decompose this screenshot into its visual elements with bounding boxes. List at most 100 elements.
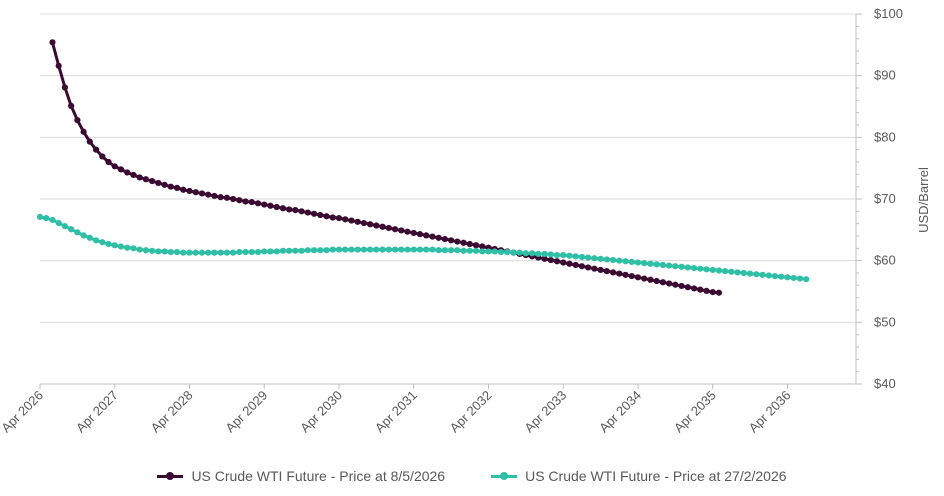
data-point: [479, 243, 486, 250]
data-point: [86, 138, 93, 145]
data-point: [684, 284, 691, 291]
y-tick-label: $80: [874, 129, 896, 144]
data-point: [585, 264, 592, 271]
data-point: [242, 198, 249, 205]
data-point: [641, 275, 648, 282]
data-point: [68, 226, 75, 233]
data-point: [360, 246, 368, 253]
data-point: [803, 276, 810, 283]
legend-item-series-2[interactable]: US Crude WTI Future - Price at 27/2/2026: [491, 468, 787, 484]
data-point: [267, 248, 274, 255]
data-point: [111, 163, 118, 170]
data-point: [373, 222, 380, 229]
data-point: [192, 249, 199, 256]
data-point: [155, 179, 162, 187]
data-point: [404, 228, 411, 235]
data-point: [354, 218, 361, 225]
data-point: [298, 247, 305, 254]
data-point: [335, 246, 343, 253]
data-point: [790, 274, 797, 282]
data-point: [497, 248, 505, 256]
y-tick-label: $40: [874, 376, 896, 391]
y-axis: $40 $50 $60 $70 $80 $90 $100: [855, 6, 903, 391]
data-point: [703, 287, 710, 294]
data-point: [672, 281, 679, 288]
x-axis: Apr 2026 Apr 2027 Apr 2028 Apr 2029 Apr 2030…: [0, 383, 856, 436]
x-tick-label: Apr 2032: [447, 388, 495, 436]
data-point: [703, 266, 710, 273]
data-point: [603, 268, 610, 275]
data-point: [186, 249, 193, 256]
data-point: [192, 189, 199, 196]
data-point: [541, 250, 548, 257]
data-point: [261, 201, 268, 208]
data-point: [796, 275, 804, 282]
data-point: [709, 289, 716, 296]
series-line: [50, 40, 721, 295]
data-point: [416, 231, 424, 238]
data-point: [92, 146, 100, 153]
data-point: [198, 249, 206, 256]
data-point: [167, 248, 174, 256]
data-point: [211, 249, 218, 256]
data-point: [516, 249, 523, 256]
data-point: [578, 263, 586, 270]
x-tick-label: Apr 2029: [222, 388, 270, 436]
data-point: [398, 246, 405, 253]
data-point: [286, 206, 293, 213]
data-point: [734, 269, 741, 276]
data-point: [99, 239, 106, 246]
data-point: [105, 158, 112, 166]
data-point: [666, 262, 673, 269]
data-point: [211, 192, 218, 200]
data-point: [541, 255, 548, 262]
data-point: [504, 248, 511, 256]
y-tick-label: $100: [874, 6, 903, 21]
data-point: [391, 246, 399, 253]
data-point: [180, 249, 187, 256]
data-point: [410, 246, 417, 253]
data-point: [522, 250, 529, 257]
data-point: [217, 249, 224, 256]
data-point: [242, 248, 249, 256]
data-point: [715, 267, 723, 274]
data-point: [304, 209, 311, 216]
data-point: [715, 289, 723, 296]
data-point: [205, 191, 212, 198]
data-point: [460, 239, 467, 246]
data-point: [111, 242, 118, 249]
data-point: [329, 214, 336, 221]
data-point: [647, 260, 654, 267]
series-group: [36, 39, 810, 296]
data-point: [379, 223, 386, 230]
data-point: [597, 255, 604, 262]
data-point: [55, 62, 62, 69]
data-point: [68, 102, 75, 109]
data-point: [572, 253, 579, 260]
data-point: [653, 261, 660, 268]
data-point: [173, 184, 181, 191]
data-point: [61, 223, 69, 230]
data-point: [317, 247, 324, 254]
data-point: [136, 174, 143, 181]
data-point: [310, 247, 318, 254]
data-point: [186, 187, 193, 195]
data-point: [597, 266, 604, 274]
data-point: [142, 176, 149, 183]
data-point: [784, 274, 791, 281]
data-point: [348, 217, 355, 224]
data-point: [74, 116, 81, 124]
data-point: [603, 256, 610, 263]
data-point: [360, 219, 368, 227]
x-tick-label: Apr 2031: [372, 388, 420, 436]
x-tick-label: Apr 2034: [596, 388, 644, 436]
data-point: [678, 263, 685, 270]
data-point: [628, 258, 635, 265]
data-point: [479, 248, 486, 255]
data-point: [80, 232, 87, 239]
data-point: [429, 246, 436, 253]
data-point: [472, 242, 480, 249]
legend-item-series-1[interactable]: US Crude WTI Future - Price at 8/5/2026: [157, 468, 445, 484]
data-point: [672, 263, 679, 270]
data-point: [167, 183, 174, 190]
